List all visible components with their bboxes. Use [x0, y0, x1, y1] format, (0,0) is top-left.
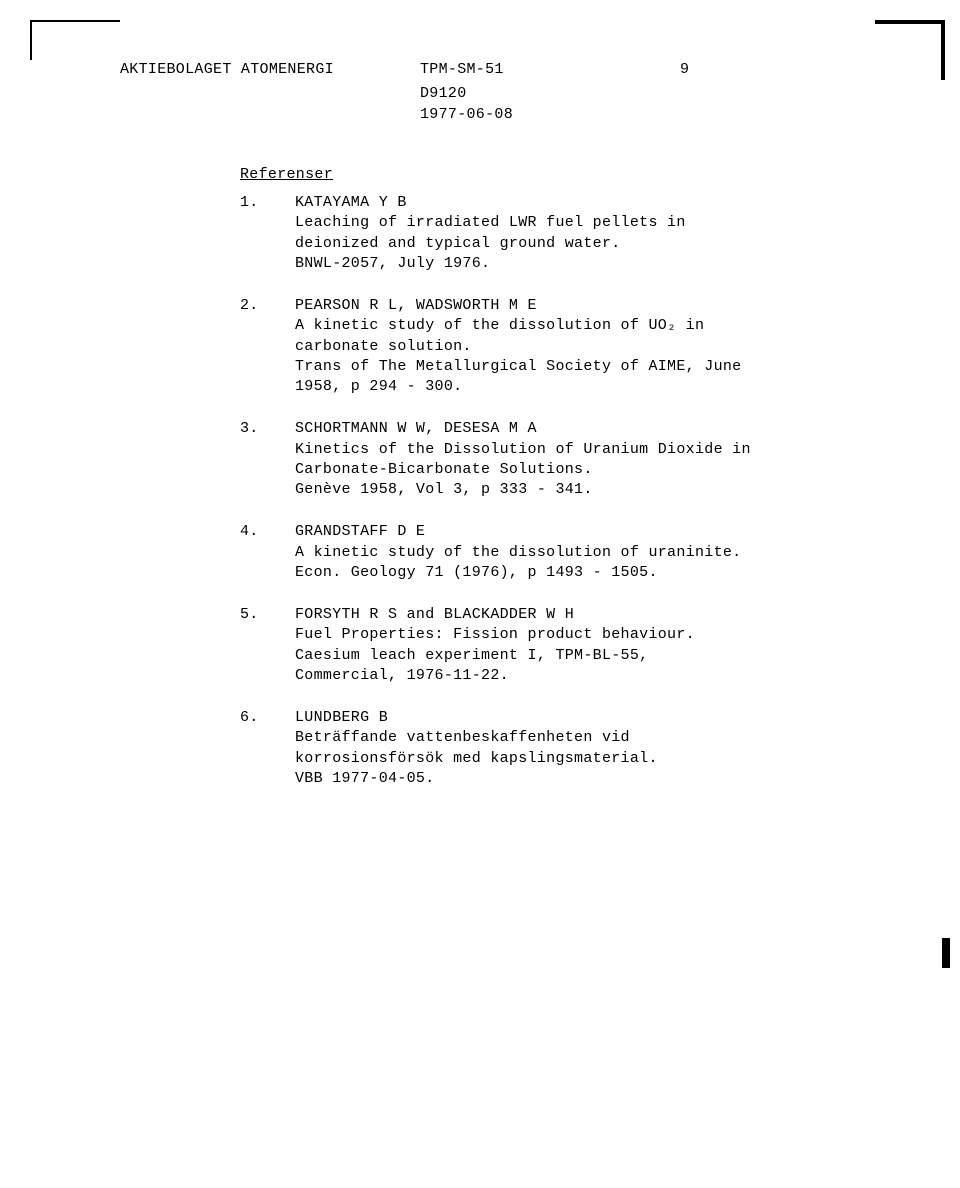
references-list: 1. KATAYAMA Y B Leaching of irradiated L… [240, 193, 760, 789]
reference-title: A kinetic study of the dissolution of ur… [295, 543, 760, 563]
reference-source: VBB 1977-04-05. [295, 769, 760, 789]
reference-item: 2. PEARSON R L, WADSWORTH M E A kinetic … [240, 296, 760, 397]
reference-source: Genève 1958, Vol 3, p 333 - 341. [295, 480, 760, 500]
header-line-1: AKTIEBOLAGET ATOMENERGI TPM-SM-51 9 [120, 60, 880, 80]
corner-mark-tl [30, 20, 120, 60]
reference-item: 3. SCHORTMANN W W, DESESA M A Kinetics o… [240, 419, 760, 500]
reference-item: 5. FORSYTH R S and BLACKADDER W H Fuel P… [240, 605, 760, 686]
corner-mark-tr [875, 20, 945, 80]
reference-title: Leaching of irradiated LWR fuel pellets … [295, 213, 760, 254]
reference-number: 1. [240, 193, 295, 274]
reference-number: 3. [240, 419, 295, 500]
reference-number: 2. [240, 296, 295, 397]
reference-number: 6. [240, 708, 295, 789]
reference-title: Kinetics of the Dissolution of Uranium D… [295, 440, 760, 481]
reference-authors: PEARSON R L, WADSWORTH M E [295, 296, 760, 316]
reference-number: 5. [240, 605, 295, 686]
header-date: 1977-06-08 [420, 105, 680, 125]
reference-authors: GRANDSTAFF D E [295, 522, 760, 542]
reference-body: LUNDBERG B Beträffande vattenbeskaffenhe… [295, 708, 760, 789]
reference-body: GRANDSTAFF D E A kinetic study of the di… [295, 522, 760, 583]
header-doc-code: TPM-SM-51 [420, 60, 680, 80]
reference-authors: FORSYTH R S and BLACKADDER W H [295, 605, 760, 625]
reference-number: 4. [240, 522, 295, 583]
reference-item: 1. KATAYAMA Y B Leaching of irradiated L… [240, 193, 760, 274]
corner-mark-br [942, 938, 950, 968]
reference-body: SCHORTMANN W W, DESESA M A Kinetics of t… [295, 419, 760, 500]
reference-source: BNWL-2057, July 1976. [295, 254, 760, 274]
reference-authors: SCHORTMANN W W, DESESA M A [295, 419, 760, 439]
reference-source: Econ. Geology 71 (1976), p 1493 - 1505. [295, 563, 760, 583]
reference-source: Caesium leach experiment I, TPM-BL-55, C… [295, 646, 760, 687]
reference-item: 4. GRANDSTAFF D E A kinetic study of the… [240, 522, 760, 583]
reference-body: PEARSON R L, WADSWORTH M E A kinetic stu… [295, 296, 760, 397]
reference-body: KATAYAMA Y B Leaching of irradiated LWR … [295, 193, 760, 274]
reference-title: Beträffande vattenbeskaffenheten vid kor… [295, 728, 760, 769]
section-title: Referenser [240, 165, 880, 185]
header-org: AKTIEBOLAGET ATOMENERGI [120, 60, 420, 80]
reference-authors: KATAYAMA Y B [295, 193, 760, 213]
header-page-num: 9 [680, 60, 880, 80]
reference-authors: LUNDBERG B [295, 708, 760, 728]
reference-body: FORSYTH R S and BLACKADDER W H Fuel Prop… [295, 605, 760, 686]
reference-title: A kinetic study of the dissolution of UO… [295, 316, 760, 357]
reference-title: Fuel Properties: Fission product behavio… [295, 625, 760, 645]
header-doc-id: D9120 [420, 84, 680, 104]
reference-source: Trans of The Metallurgical Society of AI… [295, 357, 760, 398]
reference-item: 6. LUNDBERG B Beträffande vattenbeskaffe… [240, 708, 760, 789]
